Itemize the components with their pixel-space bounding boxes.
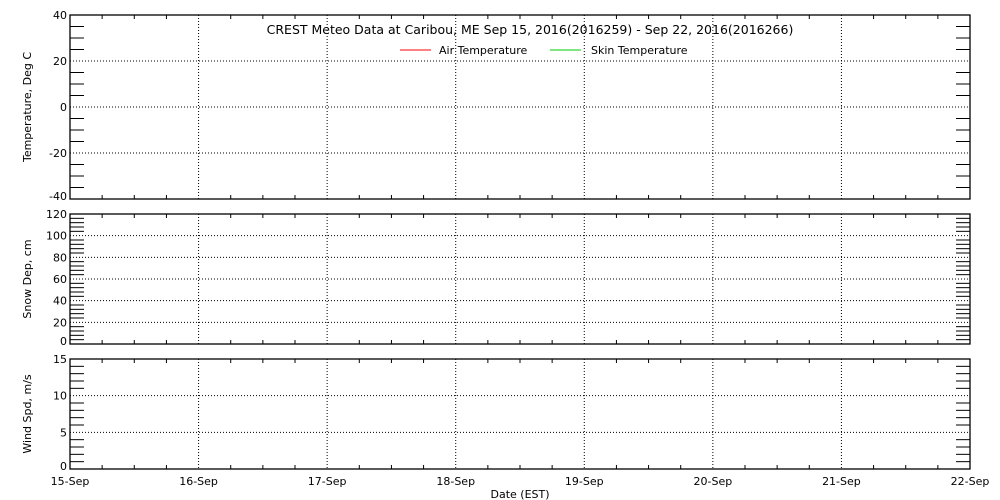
legend-label: Skin Temperature — [591, 44, 688, 57]
y-tick-label: 40 — [53, 9, 67, 22]
x-tick-label: 15-Sep — [51, 475, 90, 488]
y-axis-label: Wind Spd, m/s — [21, 374, 34, 454]
x-tick-label: 19-Sep — [565, 475, 604, 488]
y-tick-label: 15 — [53, 353, 67, 366]
y-tick-label: -40 — [49, 190, 67, 203]
panel-1: 0 20 40 60 80 100 120 Snow Dep, cm — [21, 208, 971, 348]
x-tick-label: 20-Sep — [694, 475, 733, 488]
y-tick-label: 5 — [60, 426, 67, 439]
y-tick-label: 60 — [53, 273, 67, 286]
panel-0: -40 -20 0 20 40 Temperature, Deg C — [21, 9, 971, 203]
y-tick-label: 100 — [46, 230, 67, 243]
y-axis-label: Snow Dep, cm — [21, 239, 34, 318]
y-axis-label: Temperature, Deg C — [21, 52, 34, 163]
y-tick-label: 0 — [60, 101, 67, 114]
y-tick-label: 10 — [53, 390, 67, 403]
y-tick-label: -20 — [49, 147, 67, 160]
plot-frame — [69, 358, 971, 470]
x-tick-label: 21-Sep — [822, 475, 861, 488]
x-tick-label: 16-Sep — [179, 475, 218, 488]
plot-frame — [69, 213, 971, 345]
chart-title: CREST Meteo Data at Caribou, ME Sep 15, … — [267, 22, 794, 37]
x-tick-label: 17-Sep — [308, 475, 347, 488]
y-tick-label: 20 — [53, 55, 67, 68]
y-tick-label: 80 — [53, 251, 67, 264]
x-tick-label: 18-Sep — [436, 475, 475, 488]
x-axis-label: Date (EST) — [490, 488, 549, 500]
y-tick-label: 40 — [53, 295, 67, 308]
panel-2: 0 5 10 15 Wind Spd, m/s — [21, 353, 971, 473]
legend-label: Air Temperature — [439, 44, 528, 57]
plot-frame — [69, 14, 971, 200]
y-tick-label: 20 — [53, 316, 67, 329]
y-tick-label: 0 — [60, 460, 67, 473]
y-tick-label: 120 — [46, 208, 67, 221]
legend: Air Temperature Skin Temperature — [400, 44, 688, 57]
y-tick-label: 0 — [60, 335, 67, 348]
x-tick-label: 22-Sep — [951, 475, 990, 488]
